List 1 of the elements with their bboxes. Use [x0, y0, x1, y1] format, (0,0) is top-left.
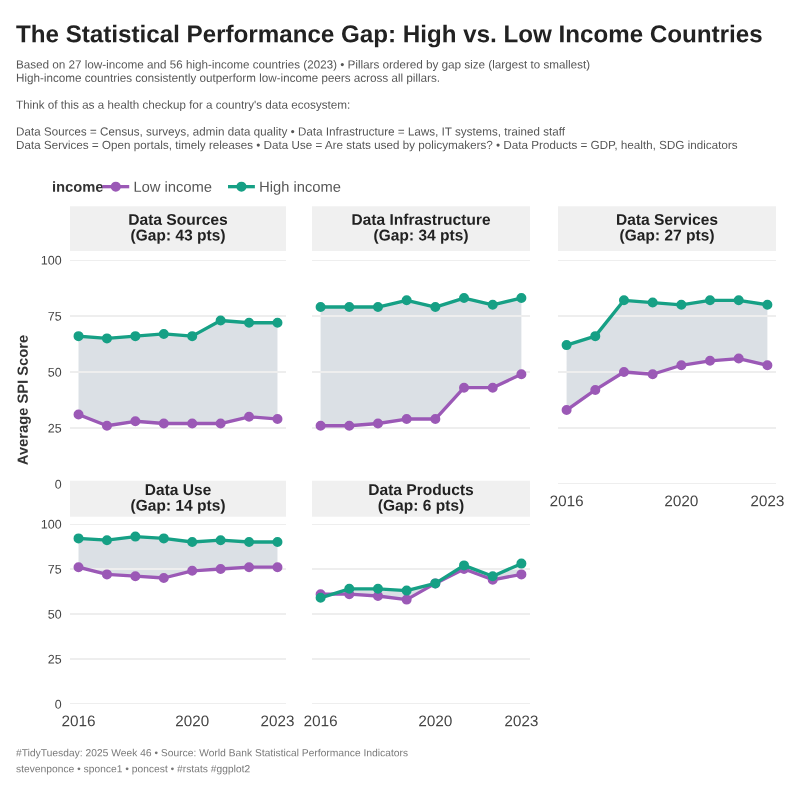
text: The Statistical Performance Gap: High vs. Low Income Countries: [16, 24, 762, 48]
